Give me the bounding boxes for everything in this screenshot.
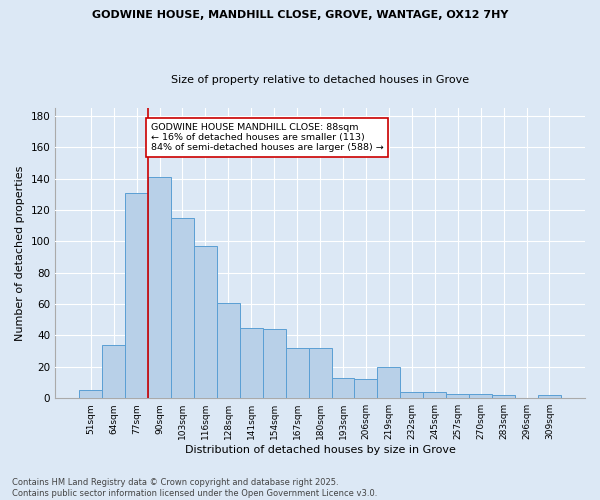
- Bar: [492, 395, 515, 398]
- Bar: [125, 192, 148, 398]
- Bar: [423, 392, 446, 398]
- Bar: [102, 345, 125, 398]
- Bar: [400, 392, 423, 398]
- Bar: [148, 177, 171, 398]
- Bar: [171, 218, 194, 398]
- Bar: [446, 394, 469, 398]
- Bar: [355, 380, 377, 398]
- Bar: [217, 302, 240, 398]
- Text: GODWINE HOUSE MANDHILL CLOSE: 88sqm
← 16% of detached houses are smaller (113)
8: GODWINE HOUSE MANDHILL CLOSE: 88sqm ← 16…: [151, 122, 383, 152]
- Title: Size of property relative to detached houses in Grove: Size of property relative to detached ho…: [171, 75, 469, 85]
- X-axis label: Distribution of detached houses by size in Grove: Distribution of detached houses by size …: [185, 445, 455, 455]
- Bar: [332, 378, 355, 398]
- Bar: [79, 390, 102, 398]
- Bar: [240, 328, 263, 398]
- Bar: [469, 394, 492, 398]
- Bar: [286, 348, 308, 398]
- Bar: [538, 395, 561, 398]
- Bar: [308, 348, 332, 398]
- Y-axis label: Number of detached properties: Number of detached properties: [15, 166, 25, 341]
- Text: Contains HM Land Registry data © Crown copyright and database right 2025.
Contai: Contains HM Land Registry data © Crown c…: [12, 478, 377, 498]
- Bar: [377, 367, 400, 398]
- Bar: [263, 329, 286, 398]
- Bar: [194, 246, 217, 398]
- Text: GODWINE HOUSE, MANDHILL CLOSE, GROVE, WANTAGE, OX12 7HY: GODWINE HOUSE, MANDHILL CLOSE, GROVE, WA…: [92, 10, 508, 20]
